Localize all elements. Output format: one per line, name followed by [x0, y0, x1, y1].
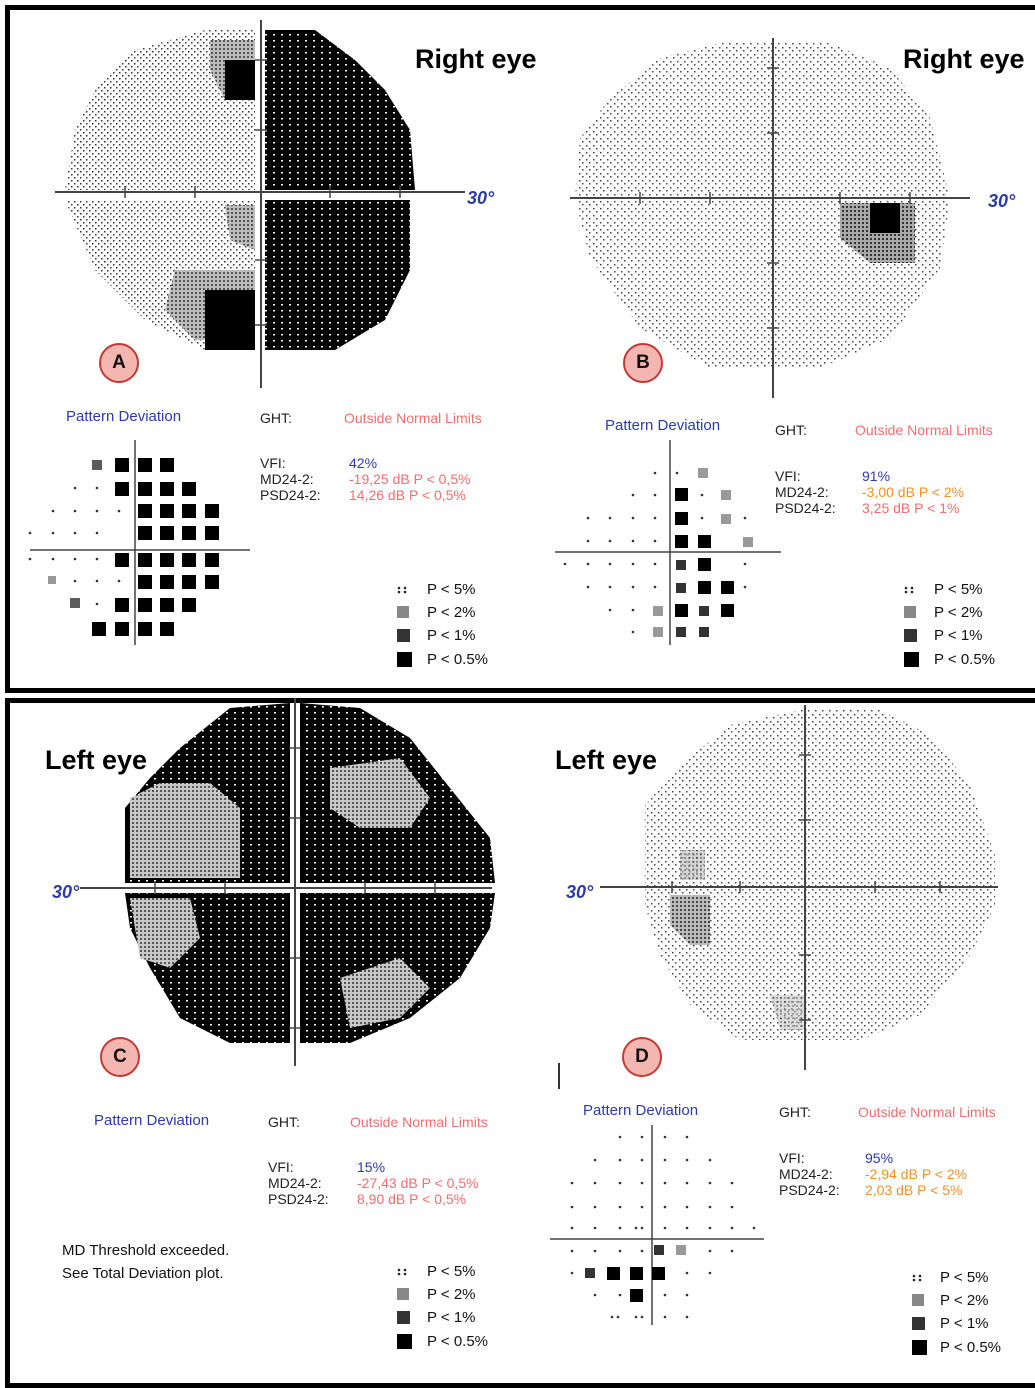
- legend-label-3-a: P < 0.5%: [427, 651, 489, 668]
- ght-label-c: GHT:: [268, 1114, 300, 1130]
- md-label-a: MD24-2:: [260, 471, 314, 487]
- legend-label-2-a: P < 1%: [427, 627, 476, 644]
- pd-grid-b: [555, 440, 781, 645]
- degree-label-a: 30°: [467, 188, 495, 208]
- legend-label-3-b: P < 0.5%: [934, 651, 996, 668]
- legend-label-0-a: P < 5%: [427, 581, 476, 598]
- pd-grid-d: [550, 1125, 764, 1325]
- legend-label-0-b: P < 5%: [934, 581, 983, 598]
- legend-label-1-c: P < 2%: [427, 1286, 476, 1303]
- md-label-d: MD24-2:: [779, 1166, 833, 1182]
- legend-label-3-d: P < 0.5%: [940, 1339, 1002, 1356]
- pattern-deviation-title-c: Pattern Deviation: [94, 1112, 210, 1129]
- ght-value-d: Outside Normal Limits: [858, 1104, 996, 1120]
- legend-label-2-d: P < 1%: [940, 1315, 989, 1332]
- pattern-deviation-title-d: Pattern Deviation: [583, 1102, 699, 1119]
- field-plot-b: [570, 38, 970, 398]
- legend-icons-d: [912, 1274, 927, 1355]
- legend-label-3-c: P < 0.5%: [427, 1333, 489, 1350]
- panel-badge-d: D: [622, 1037, 662, 1077]
- ght-label-d: GHT:: [779, 1104, 811, 1120]
- md-value-d: -2,94 dB P < 2%: [865, 1166, 968, 1182]
- eye-title-b: Right eye: [903, 44, 1025, 74]
- field-plot-a: [55, 20, 465, 388]
- vfi-value-c: 15%: [357, 1159, 386, 1175]
- panel-badge-b: B: [623, 343, 663, 383]
- psd-label-a: PSD24-2:: [260, 487, 321, 503]
- legend-d: P < 5% P < 2% P < 1% P < 0.5%: [910, 1268, 1032, 1363]
- vfi-label-a: VFI:: [260, 455, 286, 471]
- eye-title-c: Left eye: [45, 745, 148, 775]
- legend-label-1-a: P < 2%: [427, 604, 476, 621]
- legend-b: P < 5% P < 2% P < 1% P < 0.5%: [902, 580, 1032, 675]
- vfi-label-d: VFI:: [779, 1150, 805, 1166]
- legend-c: P < 5% P < 2% P < 1% P < 0.5%: [395, 1262, 525, 1357]
- legend-label-1-d: P < 2%: [940, 1292, 989, 1309]
- legend-label-2-c: P < 1%: [427, 1309, 476, 1326]
- pattern-deviation-title-b: Pattern Deviation: [605, 417, 721, 434]
- md-threshold-note-line2: See Total Deviation plot.: [62, 1265, 224, 1282]
- vfi-value-b: 91%: [862, 468, 891, 484]
- panel-badge-c: C: [100, 1037, 140, 1077]
- degree-label-b: 30°: [988, 191, 1016, 211]
- ght-label-a: GHT:: [260, 410, 292, 426]
- psd-value-b: 3,25 dB P < 1%: [862, 500, 960, 516]
- eye-title-a: Right eye: [415, 44, 537, 74]
- legend-icons-c: [397, 1268, 412, 1349]
- ght-value-a: Outside Normal Limits: [344, 410, 482, 426]
- vfi-label-c: VFI:: [268, 1159, 294, 1175]
- legend-icons-a: [397, 586, 412, 667]
- legend-label-0-c: P < 5%: [427, 1263, 476, 1280]
- field-plot-c: [80, 698, 495, 1066]
- field-plot-d: [600, 705, 998, 1070]
- psd-label-c: PSD24-2:: [268, 1191, 329, 1207]
- tick-mark: [558, 1063, 560, 1089]
- ght-value-b: Outside Normal Limits: [855, 422, 993, 438]
- pd-grid-a: [28, 440, 250, 645]
- md-value-c: -27,43 dB P < 0,5%: [357, 1175, 479, 1191]
- psd-value-d: 2,03 dB P < 5%: [865, 1182, 963, 1198]
- md-label-c: MD24-2:: [268, 1175, 322, 1191]
- psd-label-b: PSD24-2:: [775, 500, 836, 516]
- eye-title-d: Left eye: [555, 745, 658, 775]
- psd-label-d: PSD24-2:: [779, 1182, 840, 1198]
- md-value-a: -19,25 dB P < 0,5%: [349, 471, 471, 487]
- md-label-b: MD24-2:: [775, 484, 829, 500]
- legend-label-0-d: P < 5%: [940, 1269, 989, 1286]
- md-value-b: -3,00 dB P < 2%: [862, 484, 965, 500]
- vfi-value-d: 95%: [865, 1150, 894, 1166]
- legend-label-2-b: P < 1%: [934, 627, 983, 644]
- vfi-value-a: 42%: [349, 455, 378, 471]
- pattern-deviation-title-a: Pattern Deviation: [66, 408, 182, 425]
- ght-value-c: Outside Normal Limits: [350, 1114, 488, 1130]
- degree-label-c: 30°: [52, 882, 80, 902]
- md-threshold-note-line1: MD Threshold exceeded.: [62, 1242, 230, 1259]
- degree-label-d: 30°: [566, 882, 594, 902]
- legend-label-1-b: P < 2%: [934, 604, 983, 621]
- legend-a: P < 5% P < 2% P < 1% P < 0.5%: [395, 580, 525, 675]
- ght-label-b: GHT:: [775, 422, 807, 438]
- panel-badge-a: A: [99, 343, 139, 383]
- psd-value-a: 14,26 dB P < 0,5%: [349, 487, 466, 503]
- legend-icons-b: [904, 586, 919, 667]
- vfi-label-b: VFI:: [775, 468, 801, 484]
- psd-value-c: 8,90 dB P < 0,5%: [357, 1191, 467, 1207]
